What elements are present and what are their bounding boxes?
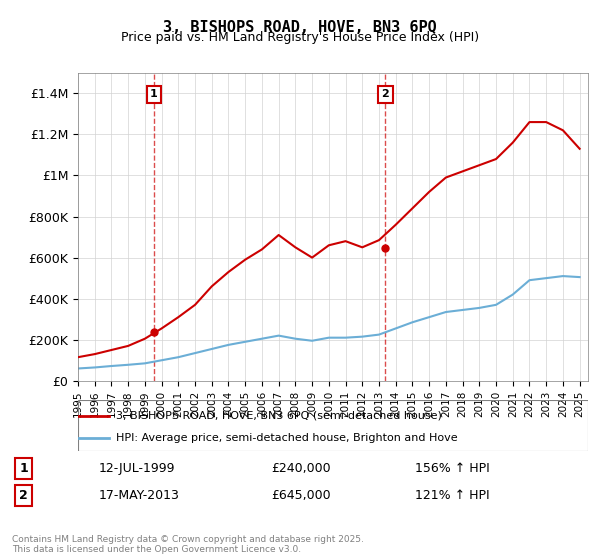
- Text: £645,000: £645,000: [271, 489, 331, 502]
- Text: Price paid vs. HM Land Registry's House Price Index (HPI): Price paid vs. HM Land Registry's House …: [121, 31, 479, 44]
- Text: 2: 2: [19, 489, 28, 502]
- Text: 1: 1: [150, 90, 158, 99]
- Text: 2: 2: [382, 90, 389, 99]
- Text: HPI: Average price, semi-detached house, Brighton and Hove: HPI: Average price, semi-detached house,…: [116, 433, 458, 443]
- Text: 3, BISHOPS ROAD, HOVE, BN3 6PQ: 3, BISHOPS ROAD, HOVE, BN3 6PQ: [163, 20, 437, 35]
- Text: 1: 1: [19, 462, 28, 475]
- Text: 3, BISHOPS ROAD, HOVE, BN3 6PQ (semi-detached house): 3, BISHOPS ROAD, HOVE, BN3 6PQ (semi-det…: [116, 410, 442, 421]
- Text: 121% ↑ HPI: 121% ↑ HPI: [415, 489, 490, 502]
- Text: 17-MAY-2013: 17-MAY-2013: [98, 489, 179, 502]
- Text: £240,000: £240,000: [271, 462, 331, 475]
- Text: Contains HM Land Registry data © Crown copyright and database right 2025.
This d: Contains HM Land Registry data © Crown c…: [12, 535, 364, 554]
- Text: 156% ↑ HPI: 156% ↑ HPI: [415, 462, 490, 475]
- Text: 12-JUL-1999: 12-JUL-1999: [98, 462, 175, 475]
